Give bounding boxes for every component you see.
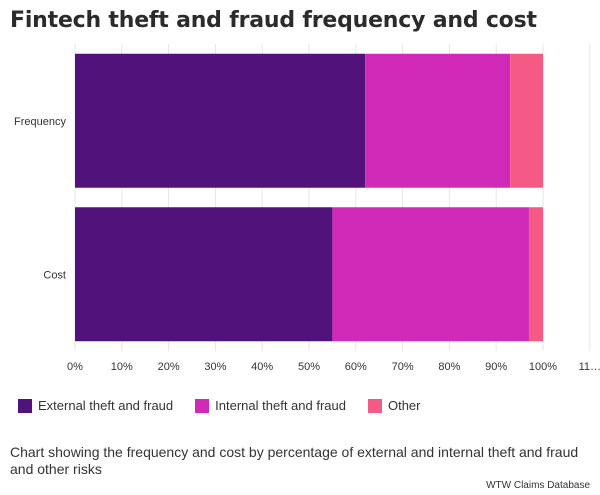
chart-caption: Chart showing the frequency and cost by …	[10, 444, 579, 477]
legend-label-external: External theft and fraud	[38, 398, 174, 413]
legend-label-internal: Internal theft and fraud	[215, 398, 346, 413]
x-tick-label: 70%	[392, 361, 414, 373]
legend-item-external: External theft and fraud	[18, 398, 173, 413]
x-tick-label: 90%	[485, 361, 507, 373]
legend-swatch-external	[18, 398, 32, 413]
bar-frequency-internal	[365, 53, 511, 188]
x-tick-label: 20%	[158, 361, 180, 373]
x-tick-label: 50%	[298, 361, 320, 373]
bar-frequency-external	[75, 53, 366, 188]
bar-cost-other	[528, 207, 543, 342]
x-tick-label: 60%	[345, 361, 367, 373]
stacked-bar-chart: Frequency Cost 0% 10% 20% 30% 40% 50% 60% 70% 80%…	[14, 44, 600, 373]
legend: External theft and fraud Internal theft …	[18, 398, 442, 413]
bar-cost-internal	[332, 207, 529, 342]
legend-swatch-internal	[195, 398, 210, 413]
bar-frequency-other	[510, 53, 543, 188]
x-tick-label: 11…	[579, 361, 600, 373]
category-labels: Frequency Cost	[14, 116, 66, 282]
bars	[75, 53, 543, 342]
bar-cost-external	[75, 207, 333, 342]
legend-swatch-other	[367, 398, 382, 413]
x-tick-label: 30%	[204, 361, 226, 373]
x-tick-label: 80%	[438, 361, 460, 373]
x-tick-label: 10%	[111, 361, 133, 373]
legend-item-other: Other	[367, 398, 421, 413]
legend-label-other: Other	[387, 398, 421, 413]
source-credit: WTW Claims Database	[486, 480, 590, 491]
category-label: Frequency	[14, 116, 66, 128]
x-tick-label: 100%	[529, 361, 557, 373]
category-label: Cost	[43, 269, 66, 281]
x-tick-label: 0%	[67, 361, 83, 373]
x-axis-ticks: 0% 10% 20% 30% 40% 50% 60% 70% 80% 90% 100% 11…	[67, 361, 600, 373]
legend-item-internal: Internal theft and fraud	[195, 398, 346, 413]
x-tick-label: 40%	[251, 361, 273, 373]
chart-title: Fintech theft and fraud frequency and co…	[10, 8, 537, 33]
